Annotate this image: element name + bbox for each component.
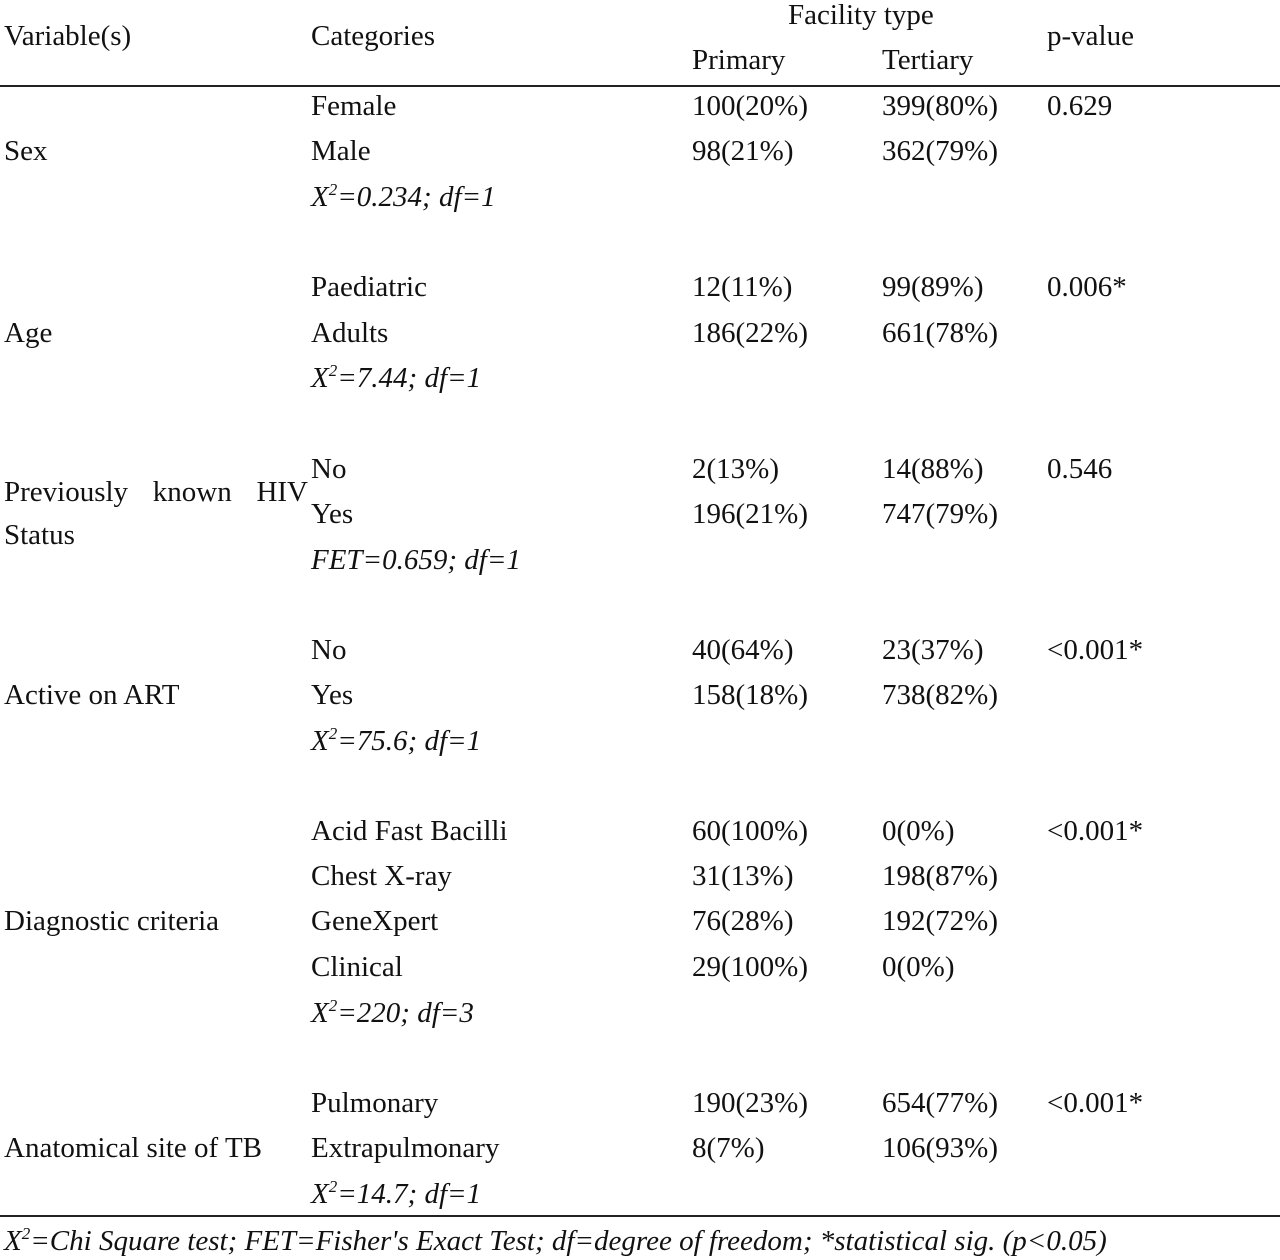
variable-hiv-status-line2: Status xyxy=(4,519,75,551)
category-cell: Pulmonary xyxy=(311,1087,439,1119)
category-cell: Female xyxy=(311,90,397,122)
primary-cell: 190(23%) xyxy=(692,1087,808,1119)
footnote: X2=Chi Square test; FET=Fisher's Exact T… xyxy=(4,1224,1107,1257)
header-facility-type: Facility type xyxy=(788,0,934,31)
test-statistic: X2=7.44; df=1 xyxy=(311,361,482,394)
test-statistic: FET=0.659; df=1 xyxy=(311,544,521,576)
category-cell: No xyxy=(311,453,347,485)
tertiary-cell: 362(79%) xyxy=(882,135,998,167)
test-statistic: X2=0.234; df=1 xyxy=(311,180,496,213)
variable-hiv-status: Previously known HIV xyxy=(4,476,308,508)
category-cell: Paediatric xyxy=(311,271,427,303)
variable-diagnostic-criteria: Diagnostic criteria xyxy=(4,905,219,937)
category-cell: Yes xyxy=(311,679,354,711)
tertiary-cell: 747(79%) xyxy=(882,498,998,530)
header-categories: Categories xyxy=(311,20,436,52)
category-cell: GeneXpert xyxy=(311,905,439,937)
pvalue-cell: <0.001* xyxy=(1047,634,1144,666)
tertiary-cell: 106(93%) xyxy=(882,1132,998,1164)
primary-cell: 2(13%) xyxy=(692,453,779,485)
bottom-rule xyxy=(0,1215,1280,1217)
primary-cell: 100(20%) xyxy=(692,90,808,122)
category-cell: Clinical xyxy=(311,951,403,983)
tertiary-cell: 654(77%) xyxy=(882,1087,998,1119)
tertiary-cell: 0(0%) xyxy=(882,951,955,983)
primary-cell: 158(18%) xyxy=(692,679,808,711)
pvalue-cell: <0.001* xyxy=(1047,1087,1144,1119)
primary-cell: 186(22%) xyxy=(692,317,808,349)
variable-sex: Sex xyxy=(4,135,48,167)
pvalue-cell: 0.006* xyxy=(1047,271,1127,303)
primary-cell: 76(28%) xyxy=(692,905,794,937)
tertiary-cell: 661(78%) xyxy=(882,317,998,349)
category-cell: Male xyxy=(311,135,371,167)
primary-cell: 40(64%) xyxy=(692,634,794,666)
primary-cell: 31(13%) xyxy=(692,860,794,892)
category-cell: Extrapulmonary xyxy=(311,1132,500,1164)
header-variable: Variable(s) xyxy=(4,20,132,52)
tertiary-cell: 192(72%) xyxy=(882,905,998,937)
category-cell: Adults xyxy=(311,317,389,349)
primary-cell: 60(100%) xyxy=(692,815,808,847)
pvalue-cell: <0.001* xyxy=(1047,815,1144,847)
header-rule xyxy=(0,85,1280,87)
tertiary-cell: 738(82%) xyxy=(882,679,998,711)
header-pvalue: p-value xyxy=(1047,20,1134,52)
category-cell: No xyxy=(311,634,347,666)
primary-cell: 29(100%) xyxy=(692,951,808,983)
primary-cell: 196(21%) xyxy=(692,498,808,530)
header-tertiary: Tertiary xyxy=(882,44,974,76)
variable-active-on-art: Active on ART xyxy=(4,679,180,711)
test-statistic: X2=220; df=3 xyxy=(311,996,474,1029)
test-statistic: X2=75.6; df=1 xyxy=(311,724,482,757)
primary-cell: 8(7%) xyxy=(692,1132,765,1164)
tertiary-cell: 399(80%) xyxy=(882,90,998,122)
tertiary-cell: 198(87%) xyxy=(882,860,998,892)
tertiary-cell: 99(89%) xyxy=(882,271,984,303)
primary-cell: 12(11%) xyxy=(692,271,793,303)
pvalue-cell: 0.546 xyxy=(1047,453,1113,485)
pvalue-cell: 0.629 xyxy=(1047,90,1113,122)
tertiary-cell: 0(0%) xyxy=(882,815,955,847)
category-cell: Yes xyxy=(311,498,354,530)
variable-anatomical-site: Anatomical site of TB xyxy=(4,1132,262,1164)
variable-age: Age xyxy=(4,317,53,349)
test-statistic: X2=14.7; df=1 xyxy=(311,1177,482,1210)
category-cell: Chest X-ray xyxy=(311,860,452,892)
header-primary: Primary xyxy=(692,44,786,76)
tertiary-cell: 14(88%) xyxy=(882,453,984,485)
primary-cell: 98(21%) xyxy=(692,135,794,167)
tertiary-cell: 23(37%) xyxy=(882,634,984,666)
category-cell: Acid Fast Bacilli xyxy=(311,815,508,847)
